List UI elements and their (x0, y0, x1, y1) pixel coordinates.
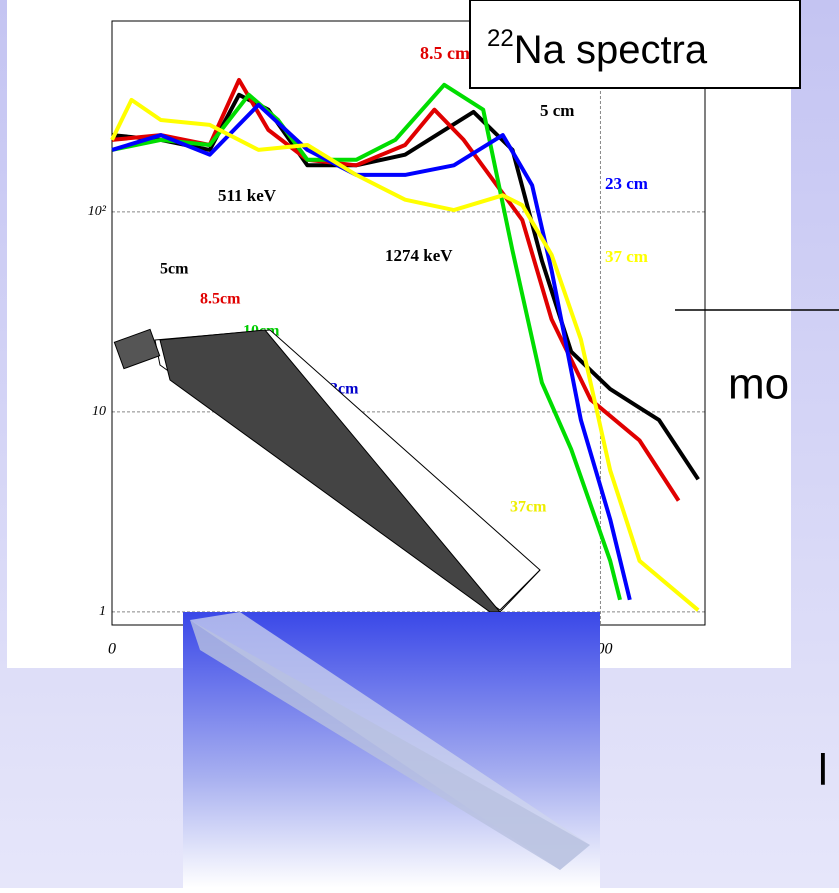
y-tick-label: 10² (88, 204, 107, 219)
annotation: 8.5 cm (420, 43, 470, 63)
annotation: 8.5cm (200, 291, 241, 308)
title: 22Na spectra (487, 25, 708, 71)
annotation: 511 keV (218, 186, 277, 205)
x-tick-label: 0 (108, 641, 116, 658)
crystal-render (183, 612, 600, 888)
annotation: 1274 keV (385, 246, 453, 265)
slide-text: l (818, 746, 828, 795)
y-tick-label: 10 (92, 404, 106, 419)
annotation: 23 cm (605, 174, 648, 193)
y-tick-label: 1 (99, 604, 106, 619)
annotation: 5 cm (540, 101, 574, 120)
annotation: 37cm (510, 499, 547, 516)
title-sup: 22 (487, 25, 514, 52)
annotation: 5cm (160, 261, 189, 278)
title-box: 22Na spectra (470, 0, 800, 88)
annotation: 37 cm (605, 247, 648, 266)
title-text: Na spectra (514, 28, 708, 72)
slide: mo l 11010²05008.5 cm5 cm23 cm37 cm511 k… (0, 0, 839, 888)
slide-text: mo (728, 360, 789, 409)
plot-image (7, 0, 791, 668)
page: mo l 11010²05008.5 cm5 cm23 cm37 cm511 k… (0, 0, 839, 888)
